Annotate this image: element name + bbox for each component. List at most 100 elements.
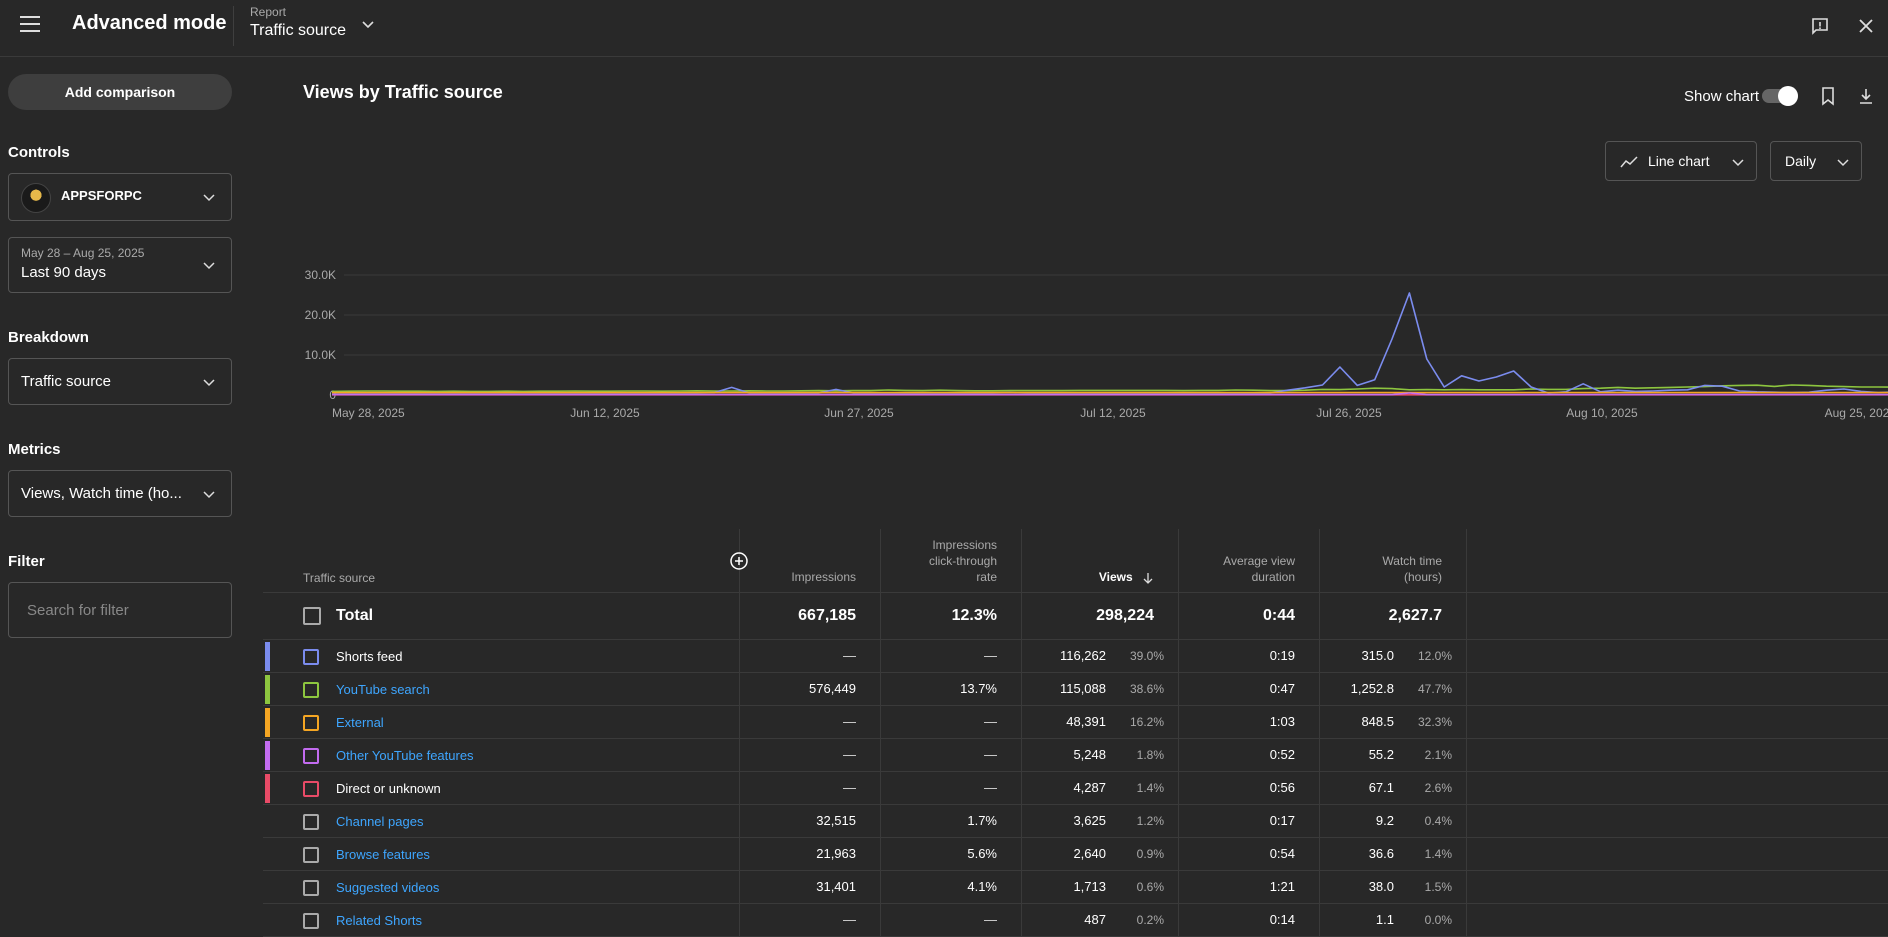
row-checkbox[interactable] <box>303 847 319 863</box>
total-checkbox[interactable] <box>303 607 321 625</box>
date-range-text: May 28 – Aug 25, 2025 <box>21 246 145 260</box>
chevron-down-icon <box>203 490 215 498</box>
header-ctr[interactable]: Impressions click-through rate <box>881 529 1022 592</box>
ctr-cell: — <box>881 706 1022 738</box>
views-cell: 2,640 0.9% <box>1022 838 1179 870</box>
show-chart-toggle[interactable] <box>1762 86 1798 106</box>
row-checkbox[interactable] <box>303 814 319 830</box>
feedback-icon[interactable] <box>1810 16 1830 36</box>
table-row: External — — 48,391 16.2% 1:03 848.5 32.3% <box>263 706 1888 739</box>
traffic-source-name[interactable]: Channel pages <box>336 814 424 829</box>
breakdown-heading: Breakdown <box>8 329 89 346</box>
traffic-source-table: Traffic source Impressions Impressions cl… <box>263 529 1888 937</box>
views-value: 3,625 <box>1073 813 1106 828</box>
row-checkbox[interactable] <box>303 682 319 698</box>
impressions-cell: 32,515 <box>740 805 881 837</box>
interval-label: Daily <box>1785 153 1817 169</box>
bookmark-icon[interactable] <box>1818 86 1838 106</box>
traffic-source-name[interactable]: Other YouTube features <box>336 748 474 763</box>
impressions-value: 31,401 <box>816 879 856 894</box>
source-cell: Browse features <box>263 838 740 870</box>
views-percent: 38.6% <box>1129 682 1164 696</box>
total-views: 298,224 <box>1096 607 1154 624</box>
avd-cell: 0:19 <box>1179 640 1320 672</box>
row-checkbox[interactable] <box>303 880 319 896</box>
filter-search-input[interactable] <box>8 582 232 638</box>
total-avd-cell: 0:44 <box>1179 593 1320 639</box>
header-ctr-label: Impressions click-through rate <box>929 537 997 585</box>
row-checkbox[interactable] <box>303 748 319 764</box>
avd-value: 0:52 <box>1269 747 1295 762</box>
date-range-selector[interactable]: May 28 – Aug 25, 2025 Last 90 days <box>8 237 232 293</box>
add-column-icon[interactable] <box>729 551 749 571</box>
source-cell: External <box>263 706 740 738</box>
metrics-heading: Metrics <box>8 441 61 458</box>
avd-value: 0:54 <box>1269 846 1295 861</box>
close-icon[interactable] <box>1856 16 1876 36</box>
table-row: Shorts feed — — 116,262 39.0% 0:19 315.0 12.0% <box>263 640 1888 673</box>
watch-time-cell: 9.2 0.4% <box>1320 805 1467 837</box>
add-comparison-button[interactable]: Add comparison <box>8 74 232 110</box>
row-checkbox[interactable] <box>303 649 319 665</box>
series-color-stripe <box>265 642 270 671</box>
views-cell: 116,262 39.0% <box>1022 640 1179 672</box>
watch-time-value: 9.2 <box>1375 813 1394 828</box>
views-value: 1,713 <box>1073 879 1106 894</box>
traffic-source-name[interactable]: Suggested videos <box>336 880 440 895</box>
watch-time-value: 315.0 <box>1361 648 1394 663</box>
source-cell: Related Shorts <box>263 904 740 936</box>
total-watch-time-cell: 2,627.7 <box>1320 593 1467 639</box>
sidebar: Add comparison Controls APPSFORPC May 28… <box>0 58 240 935</box>
x-tick-label: May 28, 2025 <box>332 406 405 420</box>
header-avd-label: Average view duration <box>1223 553 1295 585</box>
total-impressions-cell: 667,185 <box>740 593 881 639</box>
menu-icon[interactable] <box>20 16 40 32</box>
avd-value: 1:21 <box>1269 879 1295 894</box>
series-color-stripe <box>265 708 270 737</box>
chevron-down-icon <box>1732 159 1744 167</box>
breakdown-selector[interactable]: Traffic source <box>8 358 232 405</box>
row-checkbox[interactable] <box>303 781 319 797</box>
report-selector[interactable]: Traffic source <box>250 22 347 39</box>
avd-value: 0:56 <box>1269 780 1295 795</box>
chart-type-selector[interactable]: Line chart <box>1605 141 1757 181</box>
header-avd[interactable]: Average view duration <box>1179 529 1320 592</box>
table-row: Suggested videos 31,401 4.1% 1,713 0.6% 1:21 3… <box>263 871 1888 904</box>
traffic-source-name[interactable]: YouTube search <box>336 682 430 697</box>
header-views-text: Views <box>1098 570 1133 584</box>
total-ctr: 12.3% <box>951 607 997 624</box>
header-watch-time[interactable]: Watch time (hours) <box>1320 529 1467 592</box>
views-value: 115,088 <box>1059 681 1106 696</box>
download-icon[interactable] <box>1856 86 1876 106</box>
interval-selector[interactable]: Daily <box>1770 141 1862 181</box>
series-color-stripe <box>265 774 270 803</box>
ctr-cell: — <box>881 640 1022 672</box>
total-avd: 0:44 <box>1262 607 1295 624</box>
views-value: 4,287 <box>1073 780 1106 795</box>
report-label: Report <box>250 5 287 19</box>
chevron-down-icon[interactable] <box>360 16 376 32</box>
metrics-selector[interactable]: Views, Watch time (ho... <box>8 470 232 517</box>
ctr-cell: — <box>881 904 1022 936</box>
watch-time-value: 55.2 <box>1368 747 1394 762</box>
traffic-source-name[interactable]: Related Shorts <box>336 913 422 928</box>
impressions-value: 21,963 <box>816 846 856 861</box>
row-checkbox[interactable] <box>303 913 319 929</box>
impressions-value: — <box>843 747 856 762</box>
date-range-label: Last 90 days <box>21 264 107 281</box>
header-views[interactable]: Views <box>1022 529 1179 592</box>
views-percent: 1.2% <box>1136 814 1164 828</box>
watch-time-percent: 12.0% <box>1417 649 1452 663</box>
views-percent: 0.9% <box>1136 847 1164 861</box>
impressions-value: 576,449 <box>809 681 856 696</box>
traffic-source-name[interactable]: Browse features <box>336 847 430 862</box>
channel-selector[interactable]: APPSFORPC <box>8 173 232 221</box>
header-impressions[interactable]: Impressions <box>740 529 881 592</box>
table-header: Traffic source Impressions Impressions cl… <box>263 529 1888 593</box>
row-checkbox[interactable] <box>303 715 319 731</box>
chevron-down-icon <box>203 194 215 202</box>
traffic-source-name[interactable]: External <box>336 715 384 730</box>
ctr-cell: 1.7% <box>881 805 1022 837</box>
header-watch-time-label: Watch time (hours) <box>1382 553 1442 585</box>
watch-time-percent: 2.6% <box>1424 781 1452 795</box>
